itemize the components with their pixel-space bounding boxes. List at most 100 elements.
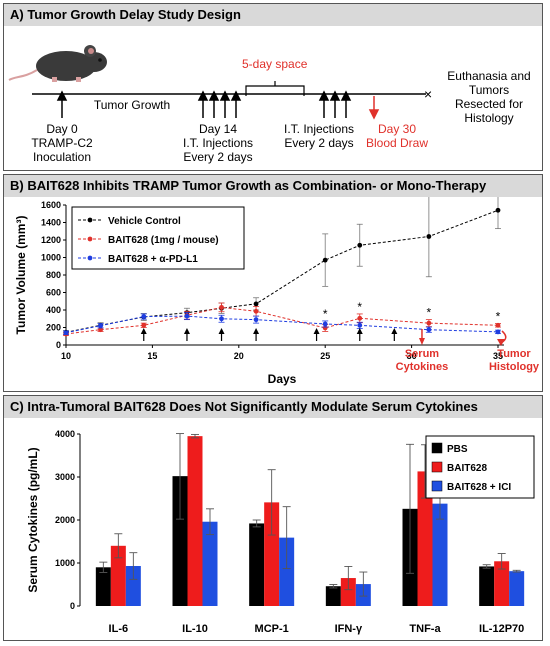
panel-b-title: B) BAIT628 Inhibits TRAMP Tumor Growth a… [4, 175, 542, 197]
bar [417, 471, 433, 606]
data-point [426, 320, 432, 326]
bar-group-5 [479, 553, 525, 606]
tumor-arrow-head [497, 339, 505, 346]
x-tick-label: 20 [234, 351, 244, 361]
tumor-growth-chart: 0 200 400 600 800 1000 1200 1400 1600 10 15 20 25 30 3… [14, 197, 540, 386]
data-point [63, 330, 69, 336]
bar-group-3 [325, 565, 371, 606]
bar [479, 566, 495, 606]
y-tick-label: 1000 [55, 558, 75, 568]
growth-label: Tumor Growth [94, 98, 170, 112]
data-point [426, 327, 432, 333]
data-point [357, 315, 363, 321]
day14-label: Day 14 [199, 122, 237, 136]
data-point [495, 329, 501, 335]
panel-b: B) BAIT628 Inhibits TRAMP Tumor Growth a… [3, 174, 543, 392]
bar [172, 476, 188, 606]
bar-group-2 [249, 469, 295, 606]
data-point [357, 242, 363, 248]
x-tick-label: 15 [147, 351, 157, 361]
panel-a: A) Tumor Growth Delay Study Design × 5-d… [3, 3, 543, 171]
injection-arrow-head [253, 328, 260, 334]
data-point [253, 317, 259, 323]
y-tick-label: 200 [46, 323, 61, 333]
inoculation-label-1: TRAMP-C2 [31, 136, 93, 150]
legend-swatch [431, 442, 443, 454]
legend-swatch-dot [87, 255, 93, 261]
injection-label-2: I.T. Injections [284, 122, 354, 136]
bar [202, 521, 218, 606]
y-tick-label: 1000 [41, 253, 61, 263]
significance-star: * [427, 306, 432, 320]
injection-arrow-head [183, 328, 190, 334]
panel-c: C) Intra-Tumoral BAIT628 Does Not Signif… [3, 395, 543, 641]
timeline-end-x: × [424, 86, 432, 102]
injection-arrow-head [140, 328, 147, 334]
bar [494, 561, 510, 606]
bar [432, 503, 448, 606]
data-point [495, 322, 501, 328]
category-label: TNF-a [409, 623, 441, 635]
gap-label: 5-day space [242, 57, 308, 71]
significance-star: * [496, 310, 501, 324]
inoculation-arrow [56, 90, 68, 118]
day30-label: Day 30 [378, 122, 416, 136]
every-label-2: Every 2 days [284, 136, 353, 150]
legend-label: BAIT628 + α-PD-L1 [108, 254, 198, 265]
y-tick-label: 4000 [55, 429, 75, 439]
data-point [253, 301, 259, 307]
end-label-2: Tumors [469, 83, 509, 97]
legend-box [71, 206, 245, 270]
x-tick-label: 35 [493, 351, 503, 361]
injection-arrow-head [218, 328, 225, 334]
bar [95, 567, 111, 606]
tumor-label-1: Tumor [497, 348, 531, 360]
x-tick-label: 10 [61, 351, 71, 361]
data-point [253, 308, 259, 314]
x-tick-label: 30 [407, 351, 417, 361]
significance-star: * [357, 300, 362, 314]
data-point [141, 322, 147, 328]
blood-draw-label: Blood Draw [366, 136, 428, 150]
y-axis-label: Tumor Volume (mm³) [14, 216, 28, 335]
data-point [495, 207, 501, 213]
series-1 [63, 302, 501, 337]
data-point [219, 304, 224, 310]
serum-label-2: Cytokines [396, 361, 449, 373]
bar [125, 566, 141, 606]
panel-c-title: C) Intra-Tumoral BAIT628 Does Not Signif… [4, 396, 542, 418]
panel-a-title: A) Tumor Growth Delay Study Design [4, 4, 542, 26]
end-label-1: Euthanasia and [447, 69, 530, 83]
y-tick-label: 800 [46, 270, 61, 280]
y-tick-label: 1600 [41, 200, 61, 210]
data-point [184, 313, 190, 319]
injection-arrow-head [356, 328, 363, 334]
injection-arrows-first [197, 90, 242, 118]
cytokine-chart: 0 1000 2000 3000 4000 Serum Cytokines (pg/mL)… [26, 429, 535, 635]
day0-label: Day 0 [46, 122, 78, 136]
legend-swatch-dot [87, 217, 93, 223]
bar [509, 571, 525, 606]
legend-box [425, 435, 535, 499]
y-tick-label: 1200 [41, 235, 61, 245]
injection-arrows-second [318, 90, 352, 118]
serum-label-1: Serum [405, 348, 439, 360]
bar-group-1 [172, 433, 218, 606]
bar [264, 502, 280, 606]
legend: PBS BAIT628 BAIT628 + ICI [425, 435, 535, 499]
y-tick-label: 0 [56, 340, 61, 350]
y-tick-label: 1400 [41, 218, 61, 228]
bar [340, 578, 356, 606]
data-point [322, 257, 328, 263]
injection-arrow-head [391, 328, 398, 334]
bar [187, 436, 203, 606]
legend-swatch [431, 461, 443, 473]
blood-draw-arrow [368, 96, 380, 120]
significance-star: * [323, 307, 328, 321]
category-label: IFN-γ [335, 623, 363, 635]
data-point [219, 316, 224, 322]
legend-label: BAIT628 (1mg / mouse) [108, 235, 219, 246]
inoculation-label-2: Inoculation [33, 150, 91, 164]
category-label: IL-6 [109, 623, 129, 635]
mouse-icon [8, 45, 107, 82]
